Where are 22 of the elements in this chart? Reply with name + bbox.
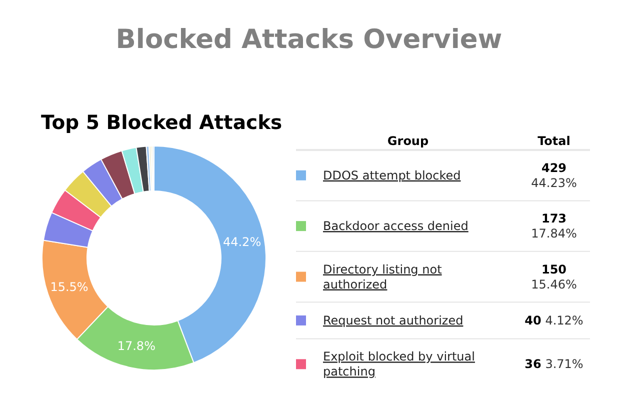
legend-label: DDOS attempt blocked	[323, 168, 461, 182]
legend-label: Request not authorized	[323, 313, 464, 328]
text: 17.84%	[531, 226, 577, 241]
text: 15.46%	[531, 277, 577, 292]
text: 4.12%	[545, 313, 584, 328]
text: 150	[541, 262, 567, 276]
legend-label: Directory listing not authorized	[323, 262, 442, 292]
text: Total	[538, 134, 570, 148]
text: 36	[524, 357, 542, 372]
text: 3.71%	[545, 357, 584, 372]
data-label: 15.5%	[50, 280, 88, 294]
text: 173	[541, 212, 567, 226]
legend-label: Backdoor access denied	[323, 219, 468, 234]
legend-title: Group	[387, 134, 429, 148]
text: 429	[541, 160, 567, 175]
text: 44.23%	[531, 176, 577, 190]
chart-subtitle: Top 5 Blocked Attacks	[41, 111, 282, 134]
text: 40	[524, 313, 542, 328]
legend-label: Exploit blocked by virtual patching	[323, 350, 475, 379]
chart-title: Blocked Attacks Overview	[116, 24, 502, 55]
data-label: 44.2%	[222, 235, 262, 250]
data-label: 17.8%	[117, 338, 156, 353]
